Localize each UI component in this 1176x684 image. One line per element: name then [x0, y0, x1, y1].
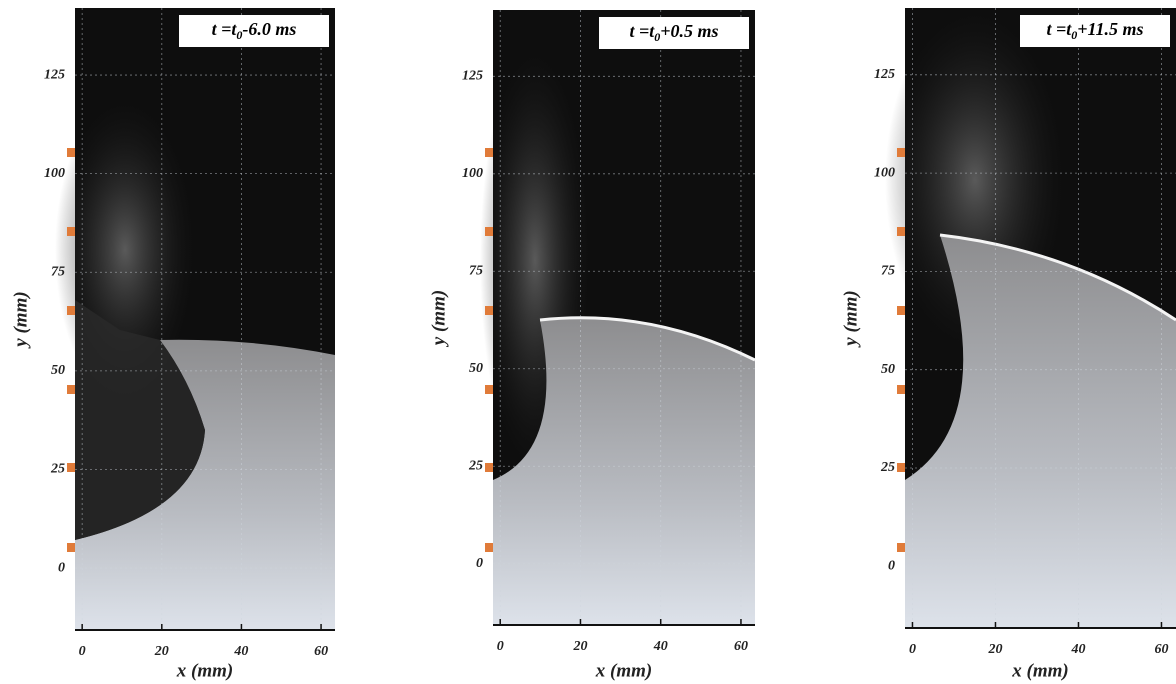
time-label-prefix: t =t: [1046, 19, 1072, 39]
time-label-suffix: +0.5 ms: [660, 21, 718, 41]
time-label-prefix: t =t: [212, 19, 238, 39]
y-tick-label: 125: [44, 67, 65, 82]
x-tick-label: 60: [314, 644, 328, 659]
y-axis-label: y (mm): [10, 291, 31, 348]
x-tick-label: 20: [987, 642, 1002, 657]
y-tick-label: 100: [874, 165, 895, 180]
y-tick-label: 0: [476, 556, 483, 571]
time-label-prefix: t =t: [629, 21, 655, 41]
x-tick-label: 40: [653, 639, 668, 654]
photo-1: [55, 8, 335, 630]
x-axis-label: x (mm): [1011, 660, 1068, 681]
y-tick-label: 50: [51, 363, 65, 378]
y-tick-label: 100: [44, 166, 65, 181]
y-tick-label: 0: [58, 560, 65, 575]
y-tick-label: 75: [51, 264, 65, 279]
x-tick-label: 0: [909, 642, 916, 657]
y-tick-label: 125: [462, 69, 483, 84]
x-tick-label: 0: [79, 644, 86, 659]
x-tick-label: 20: [154, 644, 169, 659]
y-tick-label: 100: [462, 166, 483, 181]
x-tick-label: 60: [734, 639, 748, 654]
y-tick-label: 50: [881, 362, 895, 377]
y-tick-label: 75: [881, 264, 895, 279]
photo-2: [480, 10, 755, 625]
time-label: t =t0+0.5 ms: [629, 21, 718, 44]
y-tick-label: 50: [469, 361, 483, 376]
figure: 02550751001250204060x (mm)y (mm)t =t0-6.…: [0, 0, 1176, 684]
y-tick-label: 25: [880, 460, 895, 475]
time-label-suffix: -6.0 ms: [242, 19, 296, 39]
time-label: t =t0+11.5 ms: [1046, 19, 1143, 42]
x-tick-label: 40: [233, 644, 248, 659]
x-tick-label: 60: [1154, 642, 1168, 657]
y-tick-label: 125: [874, 67, 895, 82]
x-axis-label: x (mm): [595, 660, 652, 681]
y-axis-label: y (mm): [428, 290, 449, 347]
photo-3: [885, 8, 1176, 628]
y-axis-label: y (mm): [840, 290, 861, 347]
x-tick-label: 40: [1070, 642, 1085, 657]
y-tick-label: 25: [468, 458, 483, 473]
x-tick-label: 0: [497, 639, 504, 654]
y-tick-label: 25: [50, 462, 65, 477]
time-label: t =t0-6.0 ms: [212, 19, 297, 42]
y-tick-label: 0: [888, 558, 895, 573]
x-axis-label: x (mm): [176, 660, 233, 681]
y-tick-label: 75: [469, 264, 483, 279]
x-tick-label: 20: [572, 639, 587, 654]
time-label-suffix: +11.5 ms: [1077, 19, 1143, 39]
